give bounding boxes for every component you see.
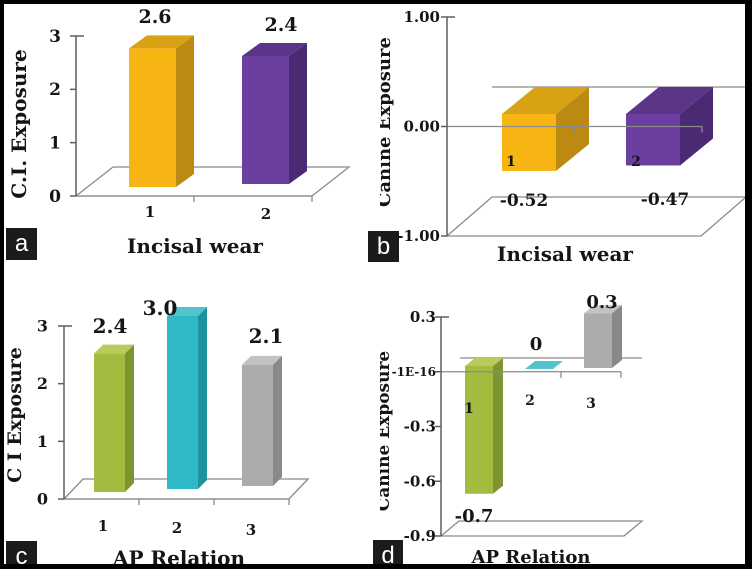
- bar-top-face: [167, 307, 207, 316]
- panel-d-chart: 0.3 -1E-16 -0.3 -0.6 -0.9 1 2 3 -0.7 0 0.3 AP Relat…: [380, 292, 644, 568]
- value-label: 3.0: [143, 296, 178, 320]
- bar-top-face: [626, 87, 713, 114]
- bar-side-face: [125, 344, 134, 492]
- y-axis-tick-label: 0.00: [403, 118, 440, 136]
- bar-d-2: [525, 361, 563, 369]
- bar-front-face: [242, 56, 289, 184]
- bar-b-1: [502, 87, 589, 171]
- bar-d-3: [584, 305, 622, 368]
- y-axis-tick-label: -0.9: [404, 527, 436, 545]
- bar-side-face: [493, 358, 503, 494]
- value-label: 2.6: [138, 6, 171, 28]
- category-label: 2: [525, 393, 535, 409]
- category-label: 1: [98, 517, 108, 535]
- y-axis-title: Canine Exposure: [380, 351, 394, 512]
- value-label: -0.47: [641, 190, 689, 210]
- floor-plane: [439, 520, 644, 537]
- y-axis-tick-label: 3: [37, 316, 48, 335]
- value-label: -0.52: [500, 191, 548, 211]
- bar-c-1: [94, 344, 134, 492]
- y-axis-tick-label: -0.3: [404, 418, 436, 436]
- bar-top-face: [502, 87, 589, 114]
- category-label: 2: [261, 205, 271, 223]
- bar-top-face: [94, 344, 134, 354]
- bar-side-face: [612, 305, 622, 368]
- floor-plane: [74, 166, 351, 197]
- y-axis-title: Canine Exposure: [380, 37, 395, 207]
- panel-b-chart: 1.00 0.00 -1.00 1 2 -0.52 -0.47 Incisal wear Can…: [380, 8, 745, 266]
- bar-c-2: [167, 307, 207, 489]
- category-label: 3: [246, 521, 256, 539]
- category-label: 1: [145, 203, 155, 221]
- bar-side-face: [289, 43, 307, 184]
- category-label: 1: [464, 401, 474, 417]
- category-label: 1: [506, 154, 516, 170]
- bar-side-face: [198, 307, 207, 489]
- bar-front-face: [465, 366, 493, 494]
- y-axis-tick-label: -1.00: [397, 227, 440, 245]
- y-axis-tick-label: 1: [37, 432, 48, 451]
- category-label: 2: [631, 154, 641, 170]
- value-label: 2.4: [264, 14, 297, 36]
- value-label: -0.7: [455, 506, 494, 527]
- value-label: 0.3: [586, 292, 617, 313]
- value-label: 0: [530, 334, 543, 355]
- floor-plane: [445, 196, 745, 237]
- bar-top-face: [465, 358, 503, 366]
- x-axis-title: AP Relation: [112, 546, 246, 569]
- y-axis-tick-label: 3: [49, 27, 61, 47]
- x-axis-title: Incisal wear: [497, 242, 633, 266]
- bar-front-face: [584, 313, 612, 368]
- y-axis-tick-label: 0.3: [410, 308, 436, 326]
- bar-a-1: [129, 35, 194, 188]
- bar-front-face: [242, 364, 273, 486]
- bar-d-1: [465, 358, 503, 494]
- value-label: 2.4: [93, 314, 128, 338]
- y-axis-tick-label: 0: [37, 489, 48, 508]
- bar-side-face: [556, 87, 589, 171]
- bar-top-face: [242, 355, 282, 365]
- x-axis-title: Incisal wear: [127, 234, 263, 258]
- panel-letter-d: d: [373, 540, 403, 564]
- bar-front-face: [626, 114, 680, 166]
- bar-top-face: [584, 305, 622, 314]
- y-axis-title: C I Exposure: [4, 347, 26, 483]
- bar-front-face: [502, 114, 556, 171]
- y-axis-tick-label: 2: [49, 80, 61, 100]
- x-axis-title: AP Relation: [471, 547, 591, 568]
- panel-c-chart: 3 2 1 0 1 2 3 2.4 3.0 2.1 AP Relation C I Exposure: [4, 296, 310, 569]
- y-axis-tick-label: 1.00: [403, 8, 440, 26]
- panel-letter-b: b: [368, 231, 399, 262]
- bar-c-3: [242, 355, 282, 486]
- category-label: 3: [586, 396, 596, 412]
- panel-letter-c: c: [6, 541, 37, 564]
- y-axis-tick-label: -1E-16: [392, 365, 436, 379]
- y-axis-tick-label: 1: [49, 133, 61, 153]
- bar-top-face: [242, 43, 307, 56]
- panel-letter-a: a: [6, 228, 37, 260]
- y-axis-title: C.I. Exposure: [7, 49, 31, 198]
- panel-a-chart: 3 2 1 0 1 2 2.6 2.4 Incisal wear C.I. Exposure: [7, 6, 351, 258]
- value-label: 2.1: [249, 324, 284, 348]
- y-axis-tick-label: -0.6: [404, 472, 436, 490]
- bar-top-face: [525, 361, 563, 369]
- bar-front-face: [129, 48, 176, 188]
- bar-front-face: [167, 316, 198, 489]
- y-axis-tick-label: 2: [37, 374, 48, 393]
- bar-side-face: [176, 35, 194, 187]
- bar-top-face: [129, 35, 194, 49]
- y-axis-tick-label: 0: [49, 187, 61, 207]
- bar-side-face: [273, 355, 282, 486]
- bar-a-2: [242, 43, 307, 184]
- category-label: 2: [172, 519, 182, 537]
- bar-front-face: [94, 353, 125, 492]
